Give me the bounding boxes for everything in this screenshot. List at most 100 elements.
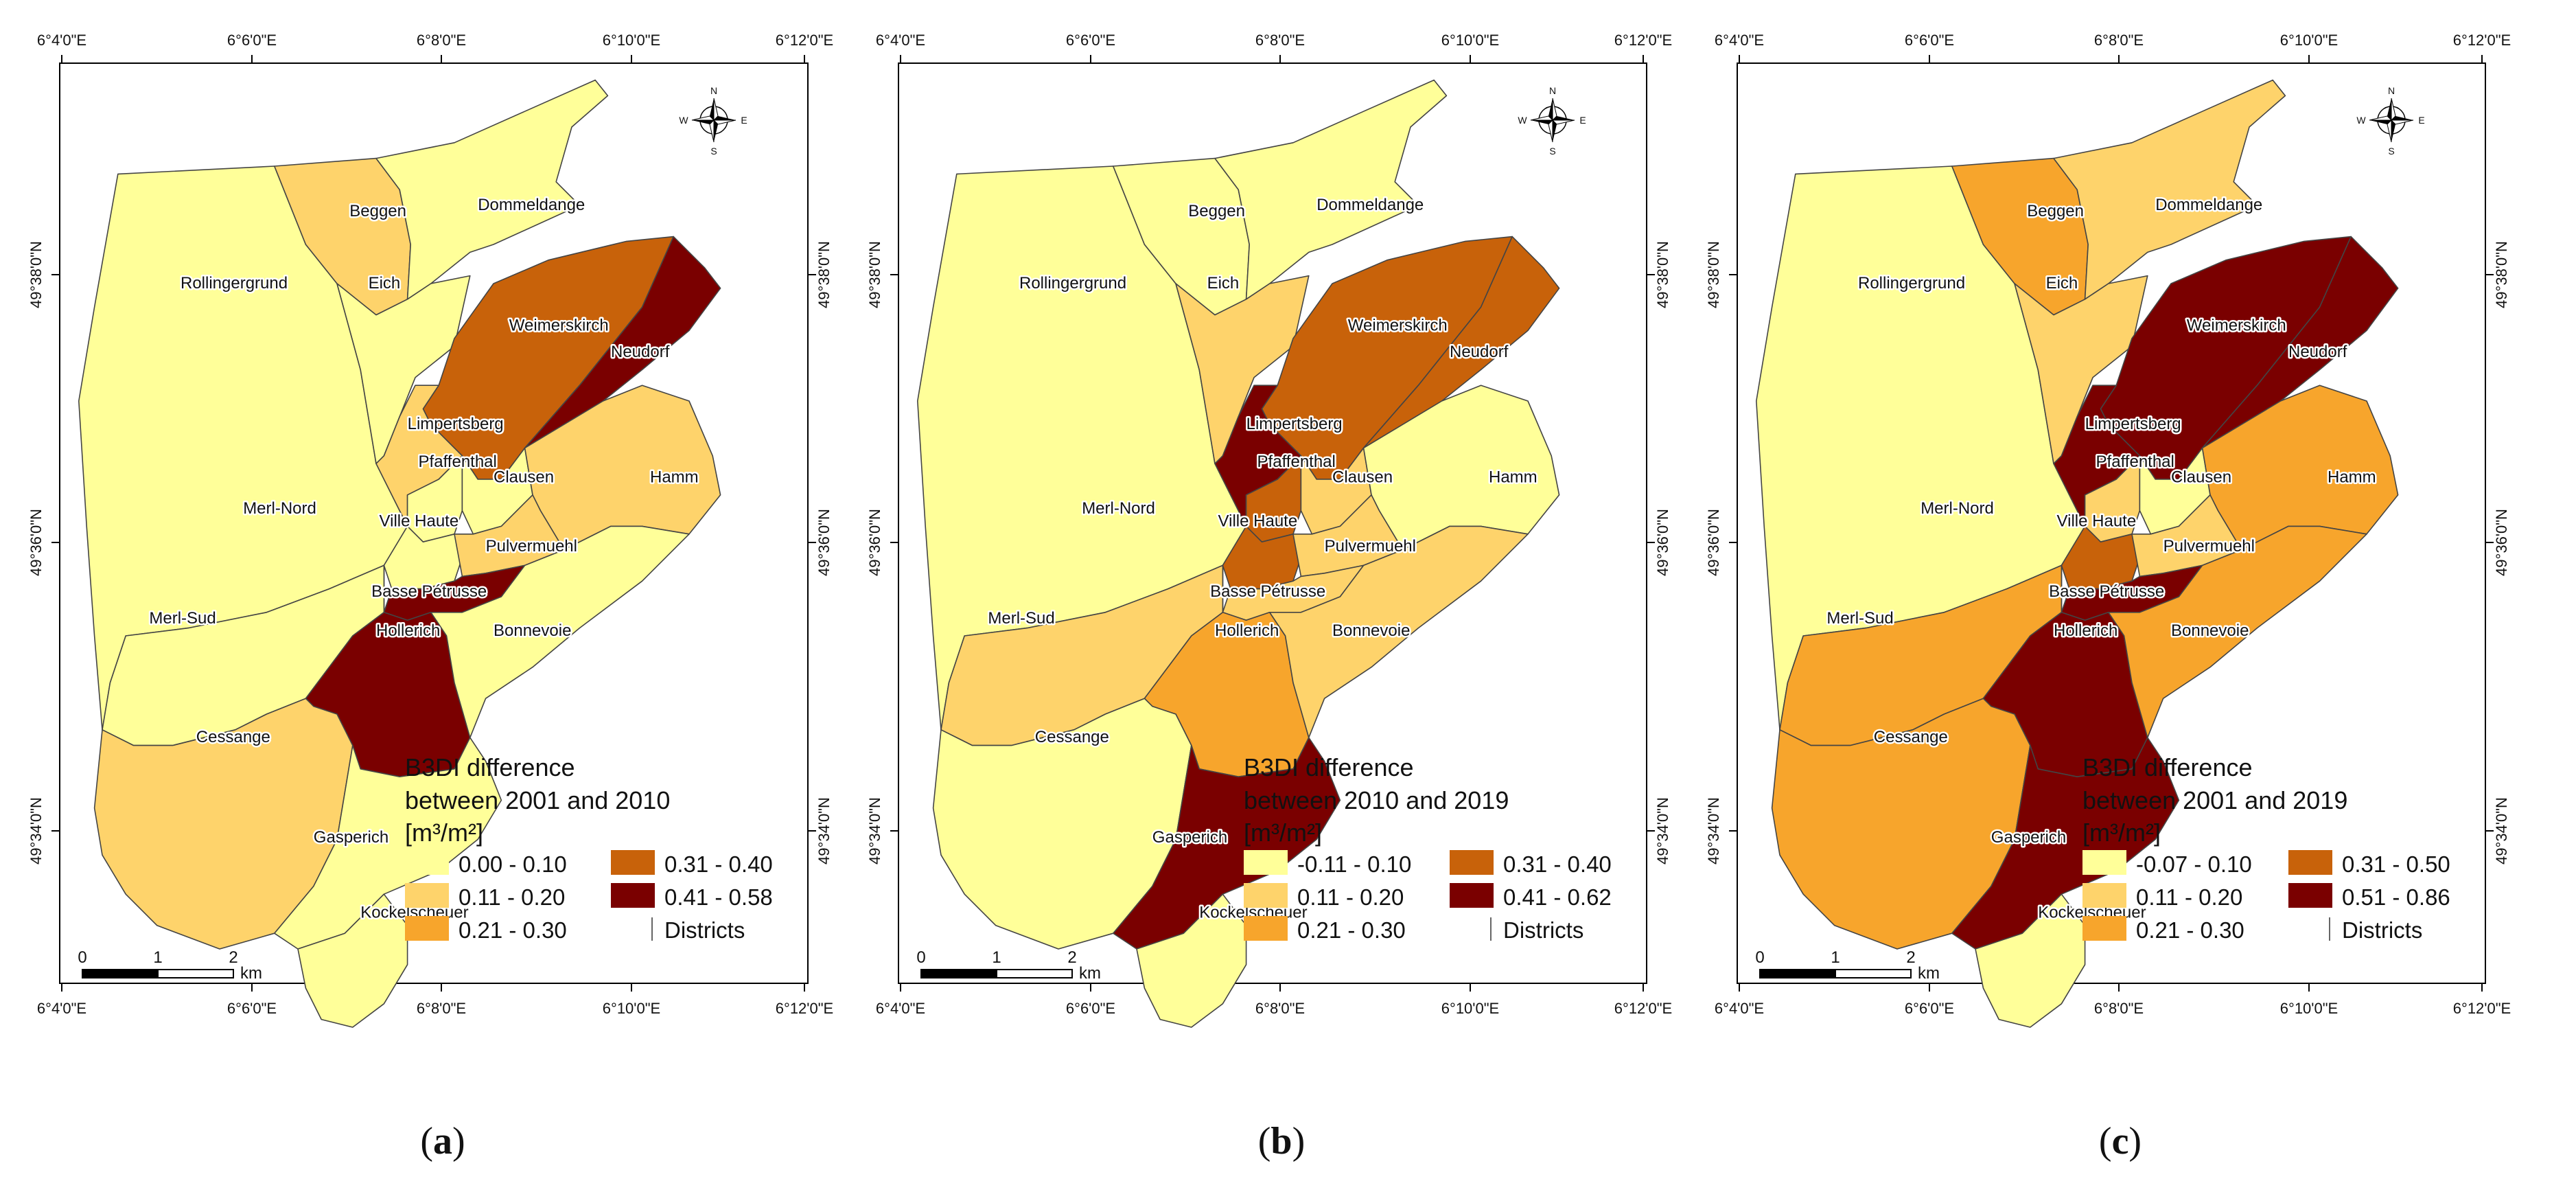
- district-eich: [1175, 275, 1310, 465]
- legend-unit: [m³/m²]: [405, 819, 483, 847]
- lat-label-right: 49°34'0"N: [815, 797, 833, 865]
- district-label-halo: Merl-Sud: [149, 609, 216, 628]
- district-label-dommeldange: Dommeldange: [2155, 196, 2262, 214]
- district-bonnevoie: [1268, 525, 1529, 738]
- legend-class-label-3: 0.21 - 0.30: [2136, 917, 2244, 943]
- district-eich: [2014, 275, 2148, 465]
- district-label-halo: Pulvermuehl: [2163, 537, 2255, 556]
- lon-label-top: 6°8'0"E: [417, 32, 466, 49]
- district-label-weimerskirch: Weimerskirch: [2187, 316, 2286, 334]
- district-bonnevoie: [430, 525, 690, 738]
- district-label-pfaffenthal: Pfaffenthal: [419, 453, 497, 471]
- district-label-halo: Beggen: [349, 202, 406, 220]
- legend-districts-label: Districts: [664, 917, 745, 943]
- district-label-halo: Bonnevoie: [1332, 621, 1410, 640]
- panel-caption: (c): [2099, 1120, 2142, 1163]
- scale-tick-1: 1: [153, 948, 162, 967]
- scale-unit: km: [240, 964, 262, 983]
- lat-label-left: 49°38'0"N: [1705, 241, 1722, 308]
- district-label-halo: Basse Pétrusse: [371, 582, 487, 601]
- legend-swatch-5: [1450, 883, 1494, 908]
- south-label: S: [710, 146, 717, 157]
- lon-label-top: 6°10'0"E: [2280, 32, 2338, 49]
- district-label-halo: Dommeldange: [1316, 196, 1424, 214]
- scale-tick-1: 1: [992, 948, 1001, 967]
- district-kockelscheuer: [1136, 893, 1247, 1028]
- district-label-halo: Clausen: [2171, 468, 2231, 487]
- district-label-halo: Basse Pétrusse: [1210, 582, 1325, 601]
- north-label: N: [710, 85, 717, 96]
- lon-label-top: 6°4'0"E: [876, 32, 925, 49]
- lat-label-left: 49°36'0"N: [1705, 509, 1722, 576]
- scale-tick-0: 0: [1755, 948, 1764, 967]
- lon-label-bottom: 6°6'0"E: [1905, 1000, 1954, 1017]
- district-label-limpertsberg: Limpertsberg: [408, 415, 504, 433]
- district-label-clausen: Clausen: [494, 468, 554, 487]
- district-label-halo: Beggen: [2027, 202, 2084, 220]
- district-label-limpertsberg: Limpertsberg: [2085, 415, 2181, 433]
- district-label-halo: Beggen: [1188, 202, 1245, 220]
- legend-class-label-1: 0.00 - 0.10: [459, 851, 567, 877]
- district-label-halo: Gasperich: [1991, 828, 2066, 847]
- district-label-halo: Dommeldange: [478, 196, 585, 214]
- north-label: N: [2388, 85, 2395, 96]
- district-label-dommeldange: Dommeldange: [478, 196, 585, 214]
- lat-label-right: 49°38'0"N: [815, 241, 833, 308]
- legend: B3DI difference between 2001 and 2010 [m³/…: [405, 753, 773, 943]
- district-label-eich: Eich: [1207, 274, 1240, 293]
- district-label-halo: Pulvermuehl: [486, 537, 577, 556]
- district-label-halo: Hollerich: [1215, 621, 1279, 640]
- lat-label-left: 49°34'0"N: [1705, 797, 1722, 865]
- lat-label-left: 49°36'0"N: [866, 509, 883, 576]
- district-label-gasperich: Gasperich: [1152, 828, 1227, 847]
- scale-tick-1: 1: [1831, 948, 1840, 967]
- legend-class-label-5: 0.41 - 0.62: [1503, 884, 1612, 910]
- district-label-cessange: Cessange: [1035, 728, 1109, 746]
- district-label-weimerskirch: Weimerskirch: [509, 316, 609, 334]
- lon-label-top: 6°10'0"E: [1441, 32, 1499, 49]
- district-label-halo: Merl-Nord: [1082, 499, 1155, 518]
- lon-label-bottom: 6°10'0"E: [1441, 1000, 1499, 1017]
- district-label-halo: Eich: [2046, 274, 2078, 293]
- district-label-halo: Merl-Nord: [1921, 499, 1994, 518]
- map-panel-c: 6°4'0"E 6°4'0"E 6°6'0"E 6°6'0"E 6°8'0"E 6°8'0…: [1678, 0, 2529, 1179]
- district-label-neudorf: Neudorf: [2288, 343, 2347, 361]
- district-label-beggen: Beggen: [2027, 202, 2084, 220]
- district-label-halo: Neudorf: [611, 343, 670, 361]
- district-label-halo: Ville Haute: [2057, 512, 2137, 530]
- legend-title-line2: between 2001 and 2019: [2082, 786, 2347, 814]
- lat-label-right: 49°36'0"N: [815, 509, 833, 576]
- district-label-halo: Pulvermuehl: [1325, 537, 1416, 556]
- district-label-halo: Rollingergrund: [1019, 274, 1126, 293]
- district-kockelscheuer: [1975, 893, 2086, 1028]
- district-label-halo: Pfaffenthal: [2096, 453, 2174, 471]
- legend-class-label-2: 0.11 - 0.20: [1297, 884, 1404, 910]
- map-svg-a: 6°4'0"E 6°4'0"E 6°6'0"E 6°6'0"E 6°8'0"E 6°8'0…: [27, 32, 833, 1163]
- district-label-halo: Basse Pétrusse: [2049, 582, 2164, 601]
- lat-label-right: 49°36'0"N: [1654, 509, 1671, 576]
- district-label-basse-petrusse: Basse Pétrusse: [1210, 582, 1325, 601]
- district-label-limpertsberg: Limpertsberg: [1246, 415, 1343, 433]
- legend-districts-label: Districts: [1503, 917, 1583, 943]
- district-label-pfaffenthal: Pfaffenthal: [2096, 453, 2174, 471]
- district-label-hamm: Hamm: [2328, 468, 2376, 487]
- legend-swatch-3: [2082, 916, 2126, 941]
- district-label-halo: Merl-Sud: [1826, 609, 1893, 628]
- district-label-halo: Cessange: [196, 728, 270, 746]
- lon-label-bottom: 6°6'0"E: [227, 1000, 277, 1017]
- district-label-hamm: Hamm: [650, 468, 699, 487]
- scale-unit: km: [1918, 964, 1940, 983]
- district-label-ville-haute: Ville Haute: [2057, 512, 2137, 530]
- lon-label-bottom: 6°4'0"E: [37, 1000, 86, 1017]
- scale-tick-0: 0: [78, 948, 86, 967]
- lon-label-top: 6°4'0"E: [37, 32, 86, 49]
- panel-caption: (b): [1258, 1120, 1305, 1163]
- north-arrow-icon: N S E W: [1518, 85, 1586, 157]
- district-label-neudorf: Neudorf: [1450, 343, 1509, 361]
- district-dommeldange: [375, 79, 609, 300]
- district-label-halo: Limpertsberg: [2085, 415, 2181, 433]
- district-label-halo: Eich: [369, 274, 401, 293]
- district-label-halo: Neudorf: [1450, 343, 1509, 361]
- panel-caption: (a): [420, 1120, 465, 1163]
